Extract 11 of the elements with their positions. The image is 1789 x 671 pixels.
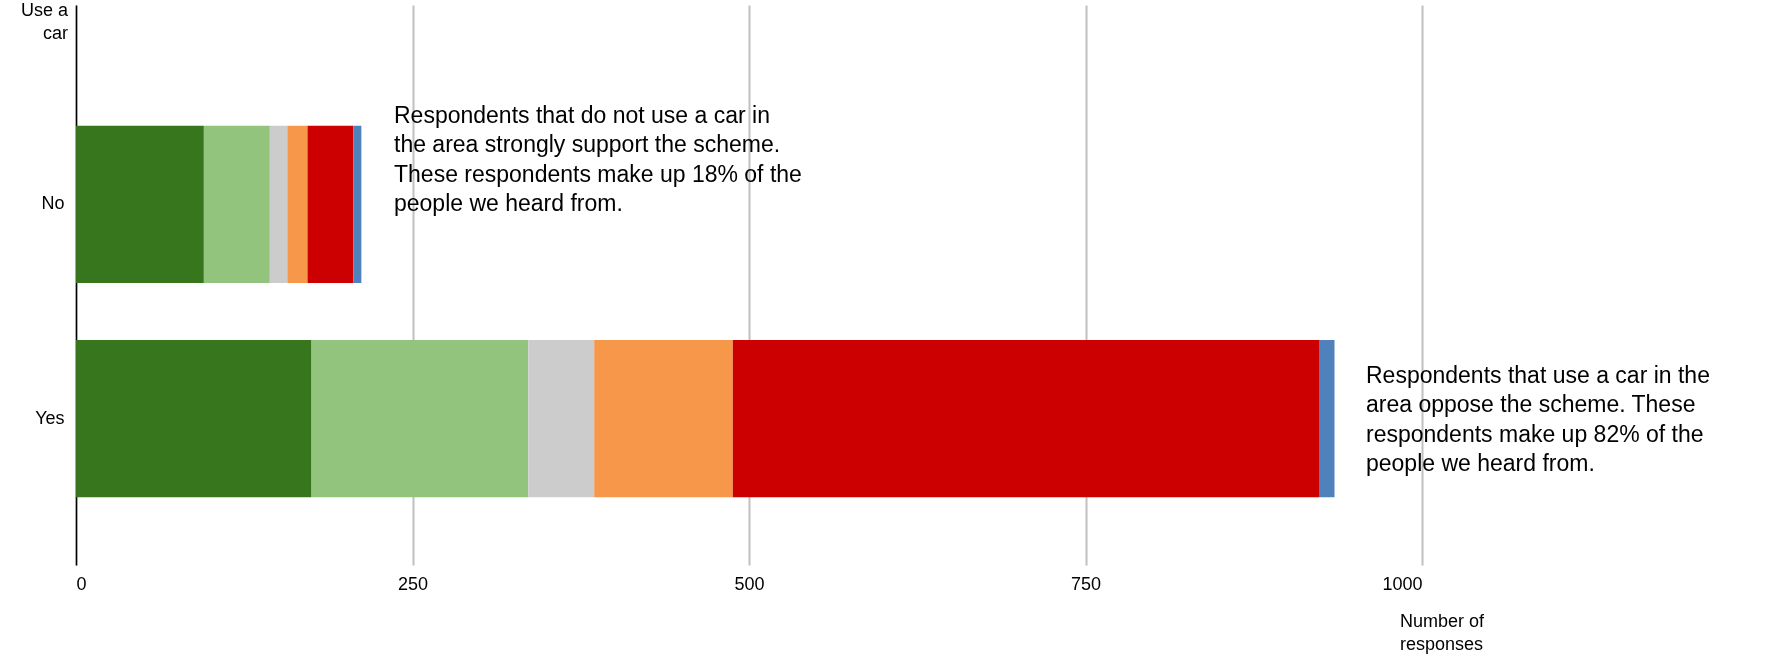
annotation: Respondents that do not use a car in the area strongly support the scheme. These respondents make up 18% of the people we heard from.: [394, 102, 802, 217]
y-tick-label: Yes: [35, 407, 65, 428]
y-tick-label: No: [41, 193, 65, 214]
y-axis-title: Use a car: [20, 0, 69, 44]
x-tick-label: 250: [397, 573, 429, 594]
x-tick-label: 1000: [1382, 573, 1423, 594]
x-tick-label: 750: [1070, 573, 1102, 594]
annotation: Respondents that use a car in the area oppose the scheme. These respondents make up 82% of the people we heard from.: [1366, 362, 1710, 477]
x-tick-label: 500: [734, 573, 765, 594]
x-axis-title: Number of responses: [1400, 611, 1486, 655]
x-tick-label: 0: [76, 573, 87, 594]
